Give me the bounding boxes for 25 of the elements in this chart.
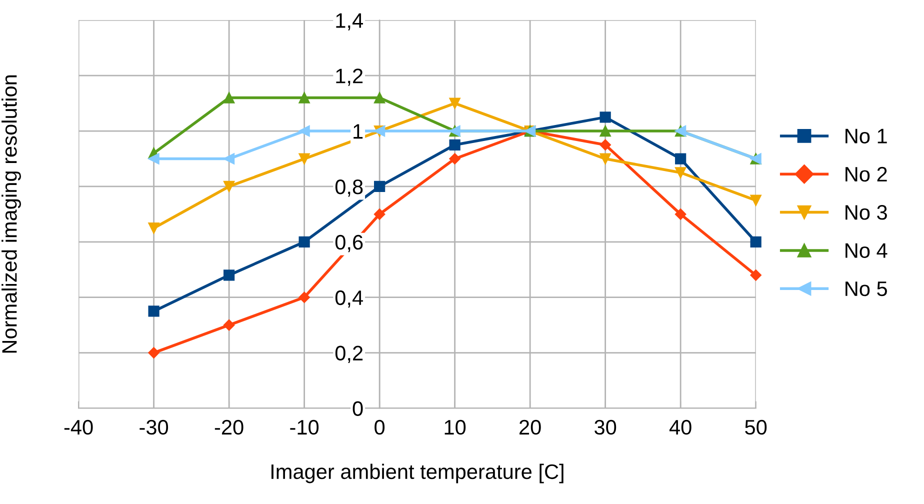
y-tick-label: 1	[354, 124, 363, 139]
x-tick-label: 20	[520, 420, 541, 435]
legend-label: No 3	[846, 205, 887, 220]
legend-label: No 1	[846, 128, 887, 144]
x-tick-label: -40	[64, 420, 93, 435]
x-tick-label: 40	[669, 420, 692, 435]
x-tick-label: 50	[745, 420, 767, 435]
x-axis-title: Imager ambient temperature [C]	[271, 464, 564, 484]
y-tick-label: 0,6	[335, 234, 363, 252]
y-tick-label: 0,8	[335, 179, 363, 197]
x-tick-label: -20	[214, 420, 244, 435]
x-tick-label: 10	[444, 420, 466, 435]
y-tick-label: 1,2	[336, 68, 363, 86]
x-tick-label: -30	[140, 420, 168, 435]
legend-label: No 2	[846, 166, 887, 182]
y-tick-label: 0	[352, 401, 363, 416]
y-tick-label: 0,4	[335, 290, 363, 308]
y-tick-label: 1,4	[336, 13, 363, 30]
x-tick-label: 30	[594, 420, 616, 435]
x-tick-label: -10	[290, 420, 319, 435]
y-tick-label: 0,2	[335, 346, 363, 364]
y-axis-title: Normalized imaging resolution	[2, 75, 21, 353]
legend-label: No 4	[846, 243, 888, 258]
x-tick-label: 0	[374, 420, 385, 435]
legend-label: No 5	[846, 282, 887, 296]
